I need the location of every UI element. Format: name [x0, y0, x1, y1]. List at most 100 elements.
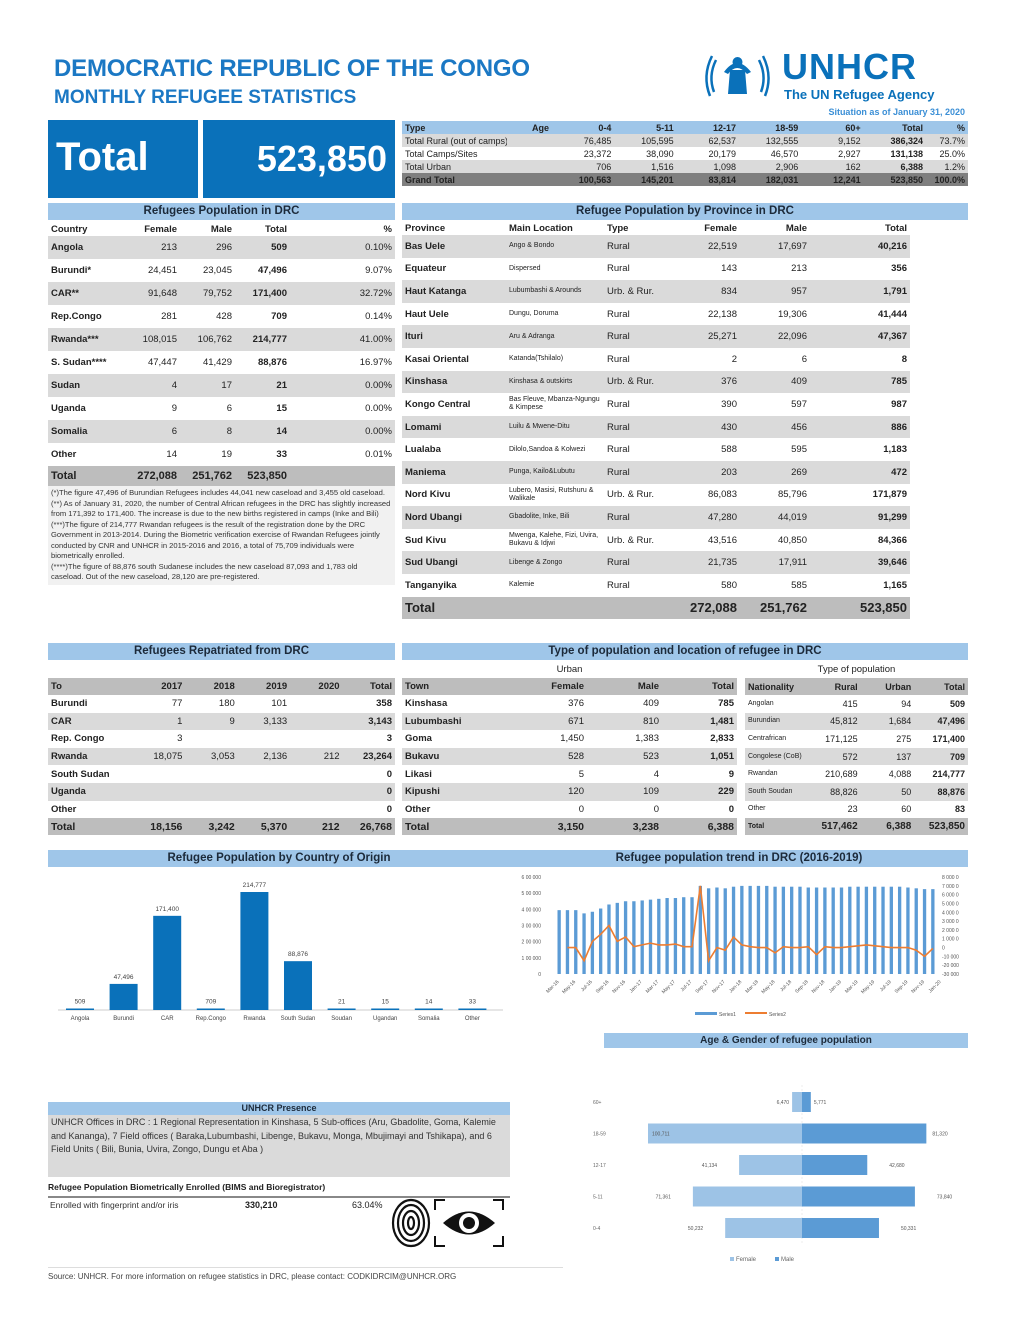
cell: 17: [180, 374, 235, 397]
age-label: 18-59: [593, 1132, 606, 1138]
table-row: South Soudan 88,826 50 88,876: [745, 782, 968, 801]
y-tick-label: 6 00 000: [522, 875, 542, 881]
data-label: 33: [469, 999, 477, 1006]
cell: Total: [885, 222, 907, 234]
cell: 0: [342, 782, 395, 801]
cell: 3,133: [237, 712, 291, 731]
cell: 5,370: [237, 818, 291, 836]
cell: Burundi*: [51, 265, 92, 276]
cell: 3,143: [342, 712, 395, 731]
footnote: (****)The figure of 88,876 south Sudanes…: [51, 561, 358, 582]
cell: Type: [607, 222, 629, 234]
cell: 251,762: [740, 596, 810, 619]
repatriated-title: Refugees Repatriated from DRC: [48, 643, 395, 660]
cell: 528: [512, 747, 587, 766]
cell: Angolan: [748, 699, 774, 707]
page-title: DEMOCRATIC REPUBLIC OF THE CONGO: [54, 55, 530, 82]
series1-bar: [640, 900, 644, 974]
series1-bar: [798, 886, 802, 974]
x-tick-label: Sep-19: [894, 979, 910, 995]
table-row: Sudan 4 17 21 0.00%: [48, 374, 395, 397]
x-tick-label: Jul-18: [779, 979, 793, 993]
male-data-label: 50,331: [901, 1226, 917, 1232]
cell: [290, 782, 343, 801]
x-tick-label: May-18: [760, 979, 776, 995]
table-row: Rwanda*** 108,015 106,762 214,777 41.00%: [48, 328, 395, 351]
urban-caption: Urban: [556, 664, 583, 675]
data-label: 14: [425, 999, 433, 1006]
table-row: Other 0: [48, 801, 395, 819]
legend-label: Male: [781, 1257, 795, 1263]
cell: 1,450: [560, 733, 584, 745]
cell: 523,850: [810, 596, 910, 619]
cell: 430: [672, 415, 740, 439]
age-gender-title: Age & Gender of refugee population: [604, 1033, 968, 1048]
cell: Kongo Central: [405, 398, 471, 410]
x-tick-label: Mar-18: [744, 979, 760, 995]
presence-box: UNHCR Presence UNHCR Offices in DRC : 1 …: [48, 1102, 510, 1177]
cell: Rwandan: [748, 770, 778, 778]
table-row: Uganda 9 6 15 0.00%: [48, 397, 395, 420]
male-bar: [802, 1218, 879, 1238]
cell: 4: [653, 768, 659, 780]
x-tick-label: Sep-18: [794, 979, 810, 995]
age-label: 12-17: [593, 1163, 606, 1169]
cell: 356: [891, 263, 907, 275]
cell: 91,299: [810, 506, 910, 529]
cell: Urb. & Rur.: [607, 489, 654, 501]
cell: Town: [402, 678, 512, 695]
header-row: Town Female Male Total: [402, 678, 737, 695]
table-row: Rwandan 210,689 4,088 214,777: [745, 765, 968, 783]
table-row: Kongo Central Bas Fleuve, Mbanza-Ngungu &…: [402, 393, 968, 416]
x-tick-label: Mar-19: [844, 979, 860, 995]
cell: [237, 782, 291, 801]
cell: 33: [276, 449, 287, 460]
data-label: 15: [382, 999, 390, 1006]
cell: CAR: [48, 712, 133, 731]
cell: 2020: [290, 678, 343, 695]
cell: 588: [721, 444, 737, 456]
cell: Uganda: [48, 782, 133, 801]
cell: Libenge & Zongo: [506, 551, 604, 574]
tick-label: Ugandan: [373, 1016, 397, 1022]
cell: 415: [842, 698, 858, 709]
age-type-table: Type Age 0-4 5-11 12-17 18-59 60+ Total% Total R…: [402, 121, 968, 186]
series1-bar: [881, 886, 885, 974]
cell: Kinshasa & outskirts: [506, 370, 604, 394]
province-table: Province Main Location Type Female Male Total…: [402, 221, 968, 619]
cell: [290, 765, 342, 783]
cell: Country: [51, 223, 88, 235]
cell: Maniema: [402, 460, 506, 484]
cell: Rural: [604, 551, 672, 574]
legend-swatch-male: [775, 1257, 779, 1261]
total-row: Grand Total 100,563 145,201 83,814 182,031 12…: [402, 173, 968, 186]
logo-text: UNHCR: [782, 46, 917, 87]
series1-bar: [906, 887, 910, 974]
bar: [196, 1008, 225, 1010]
cell: 86,083: [707, 489, 737, 501]
cell: 275: [896, 733, 912, 744]
series1-bar: [648, 899, 653, 974]
cell: 14: [166, 449, 177, 460]
cell: 1,165: [883, 579, 907, 591]
unhcr-logo: UNHCR The UN Refugee Agency: [700, 48, 968, 104]
cell: 12,241: [801, 173, 864, 186]
cell: [185, 730, 237, 748]
cell: Rural: [807, 678, 861, 695]
cell: 296: [180, 236, 235, 259]
cell: Bukavu: [402, 747, 512, 766]
cell: Bas Uele: [402, 235, 506, 258]
presence-title: UNHCR Presence: [48, 1102, 510, 1115]
tick-label: Rep.Congo: [196, 1016, 227, 1022]
total-row: Total 272,088 251,762 523,850: [48, 466, 395, 486]
cell: 281: [161, 311, 177, 322]
cell: 517,462: [807, 818, 861, 836]
urban-table: Town Female Male Total Kinshasa 376 409 785 Lubu…: [402, 678, 737, 836]
cell: Total: [662, 678, 737, 695]
cell: Sud Kivu: [405, 534, 447, 546]
cell: Total: [265, 223, 287, 235]
cell: 886: [810, 415, 910, 439]
series1-bar: [781, 886, 786, 974]
cell: 21: [235, 374, 290, 397]
cell: 18,156: [133, 818, 186, 836]
